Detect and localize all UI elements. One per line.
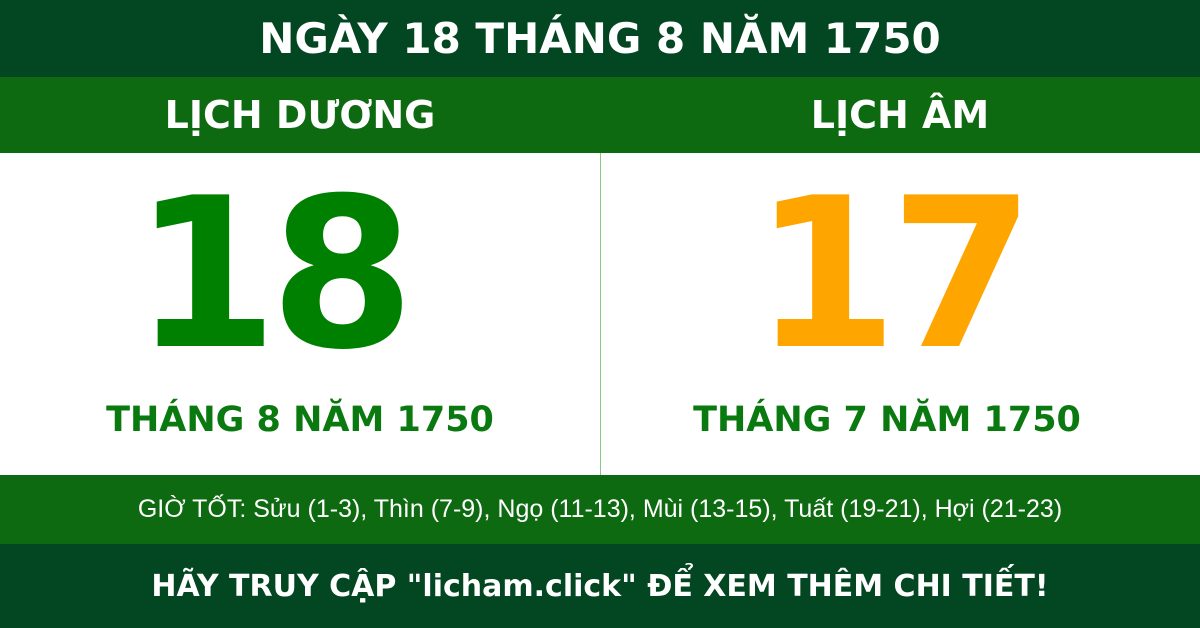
divider	[600, 153, 601, 475]
solar-day: 18	[133, 154, 414, 396]
solar-label: LỊCH DƯƠNG	[164, 93, 436, 137]
good-hours: GIỜ TỐT: Sửu (1-3), Thìn (7-9), Ngọ (11-…	[0, 475, 1200, 544]
lunar-label: LỊCH ÂM	[810, 93, 990, 137]
solar-month-year: THÁNG 8 NĂM 1750	[106, 400, 494, 440]
lunar-month-year: THÁNG 7 NĂM 1750	[693, 400, 1081, 440]
page-title: NGÀY 18 THÁNG 8 NĂM 1750	[0, 0, 1200, 77]
footer-cta: HÃY TRUY CẬP "licham.click" ĐỂ XEM THÊM …	[0, 544, 1200, 628]
calendar-headers: LỊCH DƯƠNG LỊCH ÂM	[0, 77, 1200, 153]
lunar-day: 17	[753, 154, 1034, 396]
